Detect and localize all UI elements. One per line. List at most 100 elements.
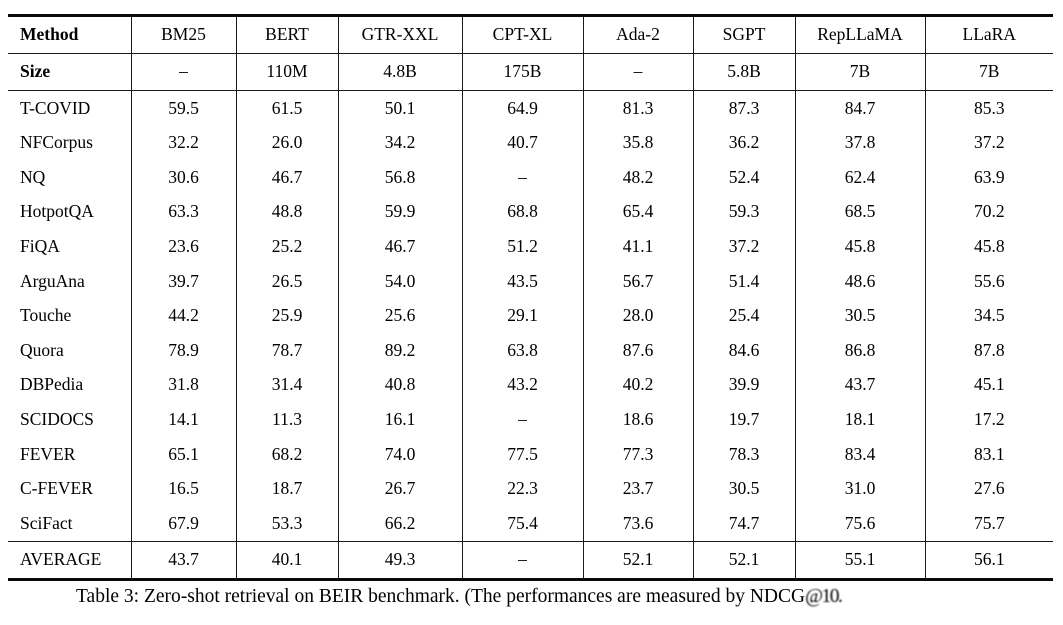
table-cell: 43.7 — [794, 367, 925, 403]
table-cell: 55.6 — [924, 263, 1053, 299]
table-cell: 31.0 — [794, 471, 925, 507]
table-cell: 37.8 — [794, 125, 925, 161]
table-row: NQ 30.6 46.7 56.8–48.2 52.4 62.4 63.9 — [8, 160, 1053, 195]
row-label: HotpotQA — [20, 201, 94, 222]
table-cell: 29.1 — [461, 298, 583, 334]
table-cell: 25.2 — [235, 229, 338, 264]
average-cell: 49.3 — [337, 541, 462, 580]
row-label: Quora — [20, 339, 64, 360]
table-cell: 52.4 — [692, 160, 795, 195]
table-cell: 81.3 — [582, 90, 693, 126]
table-cell: 18.6 — [582, 402, 693, 437]
table-cell: 68.5 — [794, 194, 925, 230]
table-cell: 54.0 — [337, 263, 462, 299]
table-cell: 14.1 — [130, 402, 236, 437]
table-row: Touche 44.2 25.9 25.6 29.1 28.0 25.4 30.5 34.5 — [8, 298, 1053, 334]
table-cell: 68.8 — [461, 194, 583, 230]
table-cell: 23.7 — [582, 471, 693, 507]
table-cell: 84.6 — [692, 333, 795, 368]
table-cell: 56.7 — [582, 263, 693, 299]
table-cell: 25.6 — [337, 298, 462, 334]
table-cell: 17.2 — [924, 402, 1053, 437]
table-cell: 63.3 — [130, 194, 236, 230]
table-row: SciFact 67.9 53.3 66.2 75.4 73.6 74.7 75.6 75.7 — [8, 506, 1053, 542]
table-cell: 25.9 — [235, 298, 338, 334]
table-cell: 77.3 — [582, 436, 693, 472]
table-cell: 87.8 — [924, 333, 1053, 368]
table-cell: 89.2 — [337, 333, 462, 368]
table-cell: 30.6 — [130, 160, 236, 195]
table-cell: 51.2 — [461, 229, 583, 264]
caption-tail: @10. — [805, 586, 843, 607]
caption-text: Table 3: Zero-shot retrieval on BEIR ben… — [76, 586, 806, 607]
table-row: C-FEVER 16.5 18.7 26.7 22.3 23.7 30.5 31.0 27.6 — [8, 471, 1053, 507]
row-label: NQ — [20, 166, 46, 187]
table-cell: 43.5 — [461, 263, 583, 299]
table-cell: 26.5 — [235, 263, 338, 299]
table-cell: 59.9 — [337, 194, 462, 230]
table-cell: 62.4 — [794, 160, 925, 195]
table-cell: 87.6 — [582, 333, 693, 368]
table-cell: 32.2 — [130, 125, 236, 161]
size-cell: 4.8B — [337, 53, 462, 91]
table-cell: 84.7 — [794, 90, 925, 126]
table-row: ArguAna 39.7 26.5 54.0 43.5 56.7 51.4 48.6 55.6 — [8, 263, 1053, 299]
results-table: Method BM25 BERT GTR-XXL CPT-XL Ada-2 SGPT RepL… — [8, 14, 1053, 581]
table-cell: 50.1 — [337, 90, 462, 126]
table-cell: 36.2 — [692, 125, 795, 161]
row-label: FiQA — [20, 236, 60, 257]
size-cell: – — [582, 53, 693, 91]
column-header: BERT — [235, 15, 338, 54]
table-cell: 75.7 — [924, 506, 1053, 542]
size-cell: 5.8B — [692, 53, 795, 91]
table-cell: 48.2 — [582, 160, 693, 195]
table-cell: – — [461, 160, 583, 195]
table-cell: 75.4 — [461, 506, 583, 542]
table-header-row: Method BM25 BERT GTR-XXL CPT-XL Ada-2 SGPT RepL… — [8, 15, 1053, 54]
average-cell: 52.1 — [582, 541, 693, 580]
column-header: Ada-2 — [582, 15, 693, 54]
table-cell: 25.4 — [692, 298, 795, 334]
table-cell: 74.0 — [337, 436, 462, 472]
table-row: NFCorpus 32.2 26.0 34.2 40.7 35.8 36.2 37.8 37.2 — [8, 125, 1053, 161]
table-cell: 26.0 — [235, 125, 338, 161]
table-cell: 59.5 — [130, 90, 236, 126]
table-cell: 63.8 — [461, 333, 583, 368]
row-label: SCIDOCS — [20, 409, 94, 430]
table-cell: 11.3 — [235, 402, 338, 437]
table-cell: 31.4 — [235, 367, 338, 403]
table-cell: 30.5 — [794, 298, 925, 334]
column-header: GTR-XXL — [337, 15, 462, 54]
table-cell: 40.2 — [582, 367, 693, 403]
table-row: FiQA 23.6 25.2 46.7 51.2 41.1 37.2 45.8 45.8 — [8, 229, 1053, 264]
average-cell: 52.1 — [692, 541, 795, 580]
table-cell: 48.6 — [794, 263, 925, 299]
table-cell: – — [461, 402, 583, 437]
table-cell: 26.7 — [337, 471, 462, 507]
table-row: FEVER 65.1 68.2 74.0 77.5 77.3 78.3 83.4 83.1 — [8, 436, 1053, 472]
table-cell: 40.8 — [337, 367, 462, 403]
row-label: DBPedia — [20, 374, 84, 395]
average-cell: 43.7 — [130, 541, 236, 580]
size-cell: 110M — [235, 53, 338, 91]
table-cell: 23.6 — [130, 229, 236, 264]
table-cell: 37.2 — [924, 125, 1053, 161]
table-cell: 30.5 — [692, 471, 795, 507]
size-cell: 175B — [461, 53, 583, 91]
table-cell: 48.8 — [235, 194, 338, 230]
row-label: ArguAna — [20, 270, 85, 291]
table-cell: 53.3 — [235, 506, 338, 542]
table-cell: 59.3 — [692, 194, 795, 230]
table-cell: 28.0 — [582, 298, 693, 334]
table-row: T-COVID 59.5 61.5 50.1 64.9 81.3 87.3 84.7 85.3 — [8, 90, 1053, 126]
table-row: SCIDOCS 14.1 11.3 16.1–18.6 19.7 18.1 17.2 — [8, 402, 1053, 437]
table-cell: 19.7 — [692, 402, 795, 437]
table-cell: 67.9 — [130, 506, 236, 542]
table-cell: 78.9 — [130, 333, 236, 368]
table-cell: 34.5 — [924, 298, 1053, 334]
table-cell: 35.8 — [582, 125, 693, 161]
size-row: Size –110M 4.8B 175B –5.8B 7B 7B — [8, 53, 1053, 91]
table-cell: 34.2 — [337, 125, 462, 161]
table-cell: 77.5 — [461, 436, 583, 472]
column-header: CPT-XL — [461, 15, 583, 54]
